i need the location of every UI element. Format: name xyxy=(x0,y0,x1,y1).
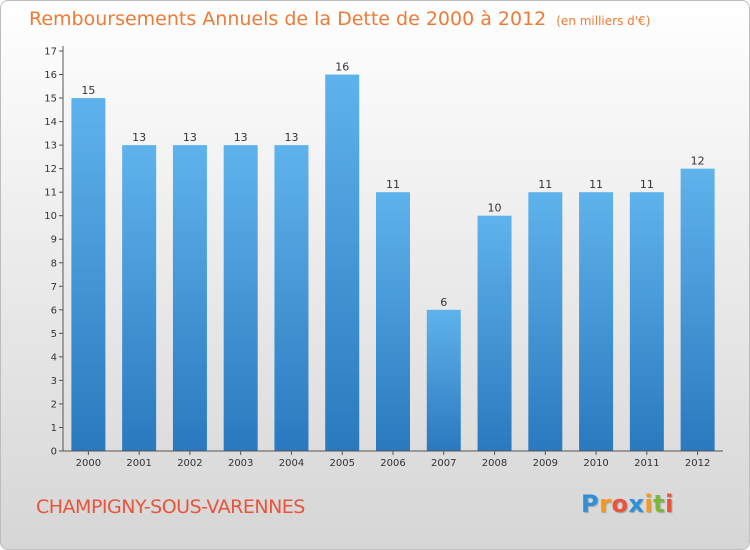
data-label: 11 xyxy=(640,178,654,191)
x-tick-label: 2009 xyxy=(533,458,558,469)
data-label: 13 xyxy=(284,131,298,144)
y-tick-label: 1 xyxy=(51,423,57,434)
data-label: 10 xyxy=(488,202,502,215)
data-label: 13 xyxy=(234,131,248,144)
y-tick-label: 4 xyxy=(51,352,57,363)
bar xyxy=(629,192,664,452)
data-label: 6 xyxy=(440,296,447,309)
bar xyxy=(223,145,258,451)
bar xyxy=(71,98,106,451)
data-label: 16 xyxy=(335,61,349,74)
bar xyxy=(274,145,309,451)
bar xyxy=(122,145,157,451)
bar xyxy=(426,309,461,451)
x-axis: 2000 2001 2002 2003 2004 2005 2006 2007 2008 2009… xyxy=(63,450,723,469)
y-tick-label: 17 xyxy=(44,47,57,58)
y-tick-label: 13 xyxy=(44,141,57,152)
y-tick-label: 10 xyxy=(44,211,57,222)
bar xyxy=(325,74,360,451)
data-label: 11 xyxy=(386,178,400,191)
x-tick-label: 2005 xyxy=(330,458,355,469)
x-tick-label: 2003 xyxy=(228,458,253,469)
y-tick-label: 9 xyxy=(51,235,57,246)
bar xyxy=(477,215,512,451)
y-tick-label: 15 xyxy=(44,94,57,105)
data-label: 13 xyxy=(132,131,146,144)
x-tick-label: 2006 xyxy=(380,458,405,469)
y-tick-label: 11 xyxy=(44,188,57,199)
y-tick-label: 0 xyxy=(51,447,57,458)
x-tick-label: 2000 xyxy=(76,458,101,469)
data-label: 13 xyxy=(183,131,197,144)
proxiti-logo: Proxiti xyxy=(581,490,674,518)
logo-letter: x xyxy=(628,490,645,518)
data-label: 15 xyxy=(81,84,95,97)
data-label: 12 xyxy=(691,155,705,168)
logo-letter: r xyxy=(599,490,612,518)
logo-letter: i xyxy=(665,490,674,518)
y-tick-label: 16 xyxy=(44,70,57,81)
x-tick-label: 2007 xyxy=(431,458,456,469)
logo-letter: o xyxy=(611,490,629,518)
commune-name: CHAMPIGNY-SOUS-VARENNES xyxy=(36,496,305,518)
x-tick-label: 2008 xyxy=(482,458,507,469)
logo-letter: P xyxy=(581,490,600,518)
y-tick-label: 12 xyxy=(44,164,57,175)
y-tick-label: 14 xyxy=(44,117,57,128)
logo-letter: t xyxy=(653,490,666,518)
bar xyxy=(680,168,715,451)
logo-letter: i xyxy=(644,490,654,518)
x-tick-label: 2001 xyxy=(126,458,151,469)
x-tick-label: 2004 xyxy=(279,458,304,469)
bar xyxy=(172,145,207,451)
y-tick-label: 2 xyxy=(51,399,57,410)
x-tick-label: 2010 xyxy=(583,458,608,469)
data-label: 11 xyxy=(538,178,552,191)
x-tick-label: 2011 xyxy=(634,458,659,469)
bars: 15 13 13 13 13 16 11 6 10 11 11 11 12 xyxy=(71,61,715,452)
data-label: 11 xyxy=(589,178,603,191)
y-tick-label: 3 xyxy=(51,376,57,387)
y-tick-label: 8 xyxy=(51,258,57,269)
chart-title-text: Remboursements Annuels de la Dette de 20… xyxy=(29,8,547,30)
chart-unit: (en milliers d'€) xyxy=(556,14,651,28)
bar xyxy=(579,192,614,452)
bar xyxy=(528,192,563,452)
bar xyxy=(376,192,410,452)
y-tick-label: 5 xyxy=(51,329,57,340)
x-tick-label: 2002 xyxy=(177,458,202,469)
y-tick-label: 6 xyxy=(51,305,57,316)
x-tick-label: 2012 xyxy=(685,458,710,469)
y-tick-label: 7 xyxy=(51,282,57,293)
chart-title: Remboursements Annuels de la Dette de 20… xyxy=(29,8,650,30)
